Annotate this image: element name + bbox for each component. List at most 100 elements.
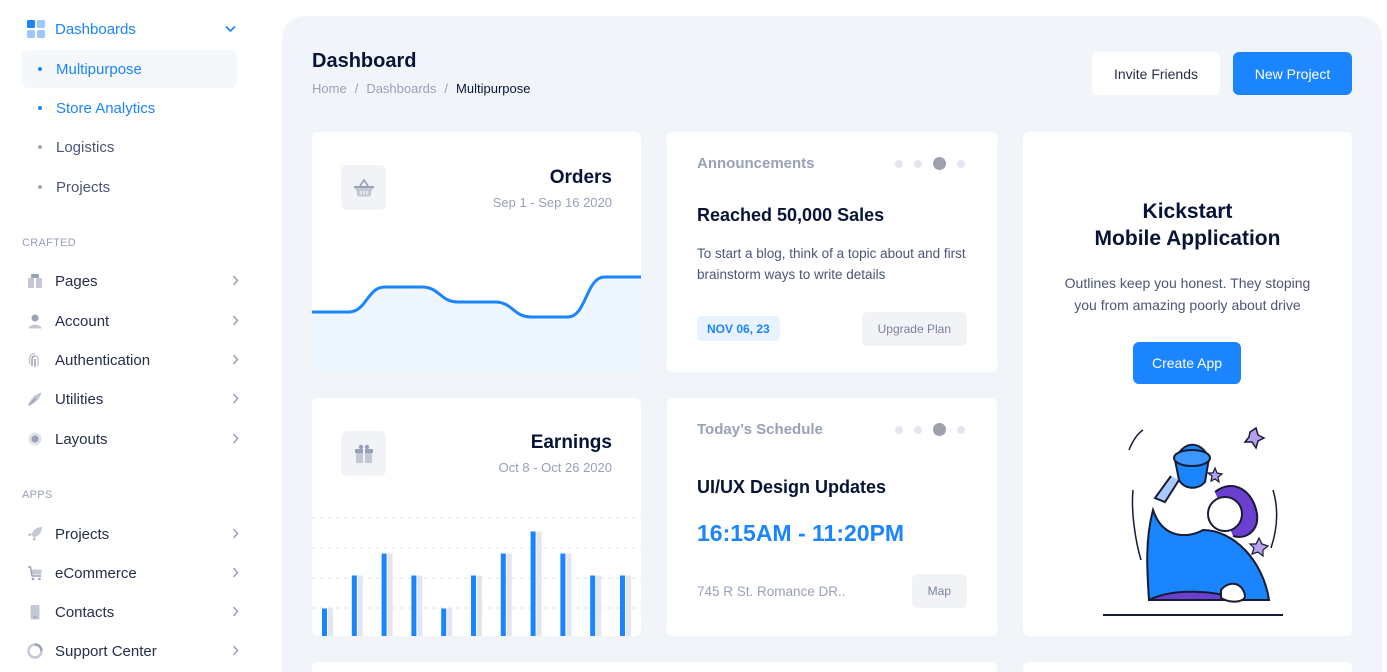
bottom-card-left [312, 662, 997, 672]
sidebar-item-label: Account [55, 312, 110, 330]
chevron-right-icon [228, 644, 242, 659]
carousel-dot[interactable] [914, 159, 922, 168]
sidebar-subitem-multipurpose[interactable]: Multipurpose [22, 50, 237, 88]
gift-icon [341, 431, 386, 476]
bottom-card-right [1023, 662, 1352, 672]
schedule-address: 745 R St. Romance DR.. [697, 584, 846, 599]
carousel-dot-active[interactable] [933, 423, 946, 436]
sidebar-item-layouts[interactable]: Layouts [22, 421, 242, 457]
earnings-bar-primary [500, 553, 506, 636]
carousel-indicators [895, 423, 965, 436]
earnings-bar-primary [381, 553, 387, 636]
kickstart-text: Outlines keep you honest. They stoping y… [1064, 275, 1311, 313]
sidebar-subitem-logistics[interactable]: Logistics [22, 128, 237, 166]
sidebar-item-dashboards[interactable]: Dashboards [22, 12, 242, 46]
sidebar-item-label: Contacts [55, 603, 115, 621]
sidebar-subitem-label: Logistics [56, 138, 115, 156]
sidebar-item-pages[interactable]: Pages [22, 263, 242, 299]
chevron-right-icon [228, 605, 242, 620]
earnings-bar-secondary [626, 575, 631, 636]
sidebar-item-authentication[interactable]: Authentication [22, 342, 242, 378]
breadcrumb-separator: / [444, 81, 449, 96]
earnings-title: Earnings [530, 432, 612, 453]
sidebar-item-contacts[interactable]: Contacts [22, 594, 242, 630]
chevron-down-icon [218, 22, 242, 36]
announcement-text: To start a blog, think of a topic about … [697, 246, 966, 282]
sidebar-subitem-projects[interactable]: Projects [22, 168, 237, 206]
earnings-bar-primary [411, 575, 417, 636]
sidebar-item-projects[interactable]: Projects [22, 516, 242, 552]
invite-friends-button[interactable]: Invite Friends [1092, 52, 1220, 95]
upgrade-plan-button[interactable]: Upgrade Plan [861, 312, 967, 346]
earnings-bar-secondary [357, 575, 363, 636]
earnings-bar-secondary [506, 553, 512, 636]
sidebar-item-support-center[interactable]: Support Center [22, 633, 242, 669]
carousel-dot[interactable] [957, 159, 965, 168]
earnings-bar-secondary [328, 608, 333, 636]
earnings-bar-primary [560, 553, 566, 636]
user-icon [26, 312, 44, 330]
carousel-indicators [895, 157, 965, 170]
fingerprint-icon [26, 351, 44, 369]
sidebar-subitem-label: Multipurpose [56, 60, 142, 78]
earnings-bar-chart [312, 517, 641, 636]
sidebar-item-label: Utilities [55, 390, 104, 408]
chevron-right-icon [228, 527, 242, 542]
orders-card: Orders Sep 1 - Sep 16 2020 [312, 132, 641, 372]
earnings-date-range: Oct 8 - Oct 26 2020 [498, 460, 612, 475]
sidebar-item-account[interactable]: Account [22, 303, 242, 339]
announcements-card: Announcements Reached 50,000 Sales To st… [667, 132, 997, 372]
schedule-time: 16:15AM - 11:20PM [697, 520, 905, 546]
orders-title: Orders [549, 167, 612, 188]
orders-area-fill [312, 277, 641, 372]
breadcrumb: Home / Dashboards / Multipurpose [312, 81, 530, 96]
chevron-right-icon [228, 274, 242, 289]
sidebar-item-ecommerce[interactable]: eCommerce [22, 555, 242, 591]
carousel-dot[interactable] [957, 425, 965, 434]
breadcrumb-current: Multipurpose [456, 81, 531, 96]
section-title-crafted: CRAFTED [22, 237, 77, 249]
earnings-bar-primary [471, 575, 476, 636]
chevron-right-icon [228, 392, 242, 407]
earnings-bar-secondary [596, 575, 602, 636]
map-button[interactable]: Map [911, 574, 967, 608]
support-icon [26, 642, 44, 660]
kickstart-card: Kickstart Mobile Application Outlines ke… [1023, 132, 1352, 636]
chevron-right-icon [228, 353, 242, 368]
earnings-bar-secondary [536, 531, 542, 636]
carousel-dot[interactable] [895, 159, 903, 168]
sidebar-subitem-store-analytics[interactable]: Store Analytics [22, 89, 237, 127]
earnings-bar-secondary [477, 575, 482, 636]
create-app-button[interactable]: Create App [1133, 342, 1241, 384]
carousel-dot[interactable] [895, 425, 903, 434]
schedule-header: Today’s Schedule [697, 421, 823, 438]
earnings-bar-primary [322, 608, 327, 636]
sidebar-item-label: Dashboards [55, 20, 136, 38]
earnings-bar-primary [530, 531, 536, 636]
orders-line [312, 275, 641, 319]
dashboard-icon [27, 20, 45, 38]
chevron-right-icon [228, 432, 242, 447]
breadcrumb-home[interactable]: Home [312, 81, 347, 96]
sidebar: Dashboards Multipurpose Store Analytics … [0, 0, 265, 672]
pages-icon [26, 272, 44, 290]
kickstart-title-line1: Kickstart [1142, 200, 1233, 223]
sidebar-item-label: Projects [55, 525, 110, 543]
sidebar-item-utilities[interactable]: Utilities [22, 381, 242, 417]
new-project-button[interactable]: New Project [1233, 52, 1352, 95]
breadcrumb-dashboards[interactable]: Dashboards [366, 81, 437, 96]
utilities-icon [26, 390, 44, 408]
breadcrumb-separator: / [354, 81, 359, 96]
carousel-dot-active[interactable] [933, 157, 946, 170]
schedule-card: Today’s Schedule UI/UX Design Updates 16… [667, 398, 997, 636]
sidebar-subitem-label: Projects [56, 178, 111, 196]
orders-area-chart [312, 275, 641, 372]
main-content: Dashboard Home / Dashboards / Multipurpo… [282, 16, 1382, 672]
chevron-right-icon [228, 566, 242, 581]
earnings-bar-primary [441, 608, 447, 636]
carousel-dot[interactable] [914, 425, 922, 434]
sidebar-item-label: Support Center [55, 642, 157, 660]
announcement-title: Reached 50,000 Sales [697, 205, 885, 225]
gear-icon [26, 430, 44, 448]
date-badge: NOV 06, 23 [697, 316, 780, 341]
